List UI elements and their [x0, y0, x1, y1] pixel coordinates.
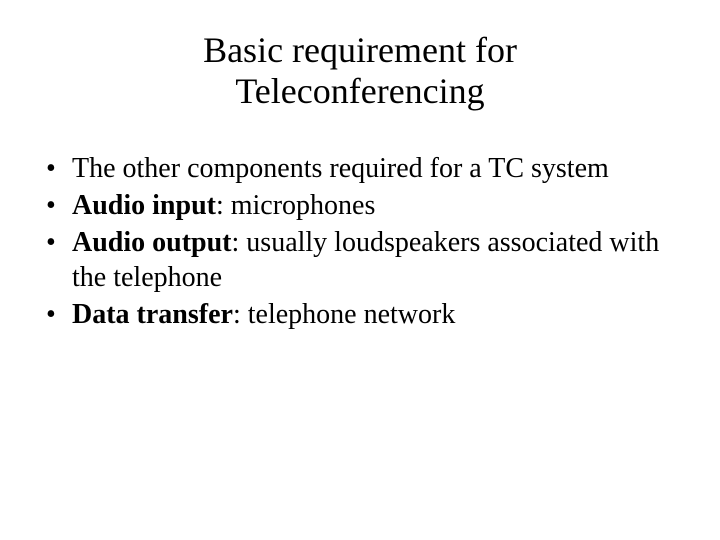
bullet-bold: Audio input — [72, 190, 216, 221]
list-item: Audio output: usually loudspeakers assoc… — [42, 225, 660, 295]
bullet-text: : microphones — [216, 190, 375, 221]
bullet-bold: Audio output — [72, 227, 232, 258]
bullet-list: The other components required for a TC s… — [0, 151, 720, 332]
list-item: Data transfer: telephone network — [42, 297, 660, 332]
bullet-bold: Data transfer — [72, 299, 233, 330]
title-line-2: Teleconferencing — [235, 71, 484, 111]
slide-title: Basic requirement for Teleconferencing — [0, 30, 720, 113]
title-line-1: Basic requirement for — [203, 30, 517, 70]
list-item: Audio input: microphones — [42, 188, 660, 223]
list-item: The other components required for a TC s… — [42, 151, 660, 186]
bullet-text: : telephone network — [233, 299, 455, 330]
bullet-text: The other components required for a TC s… — [72, 153, 609, 184]
